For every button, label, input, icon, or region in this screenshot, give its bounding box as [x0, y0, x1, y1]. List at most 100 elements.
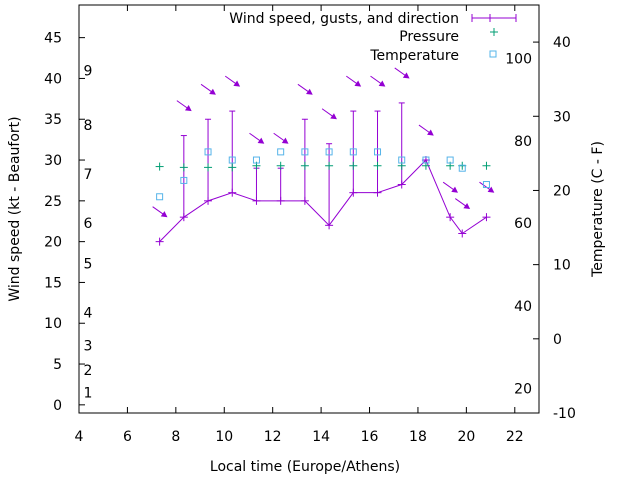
temperature-point	[156, 193, 164, 201]
x-tick-label: 16	[361, 429, 379, 445]
temperature-point	[180, 176, 188, 184]
pressure-point	[300, 161, 309, 170]
wind-speed-series	[155, 156, 491, 246]
temperature-point	[301, 148, 309, 156]
y-axis-label: Wind speed (kt - Beaufort)	[7, 116, 23, 301]
x-tick-label: 14	[312, 429, 330, 445]
pressure-point	[276, 161, 285, 170]
pressure-point	[349, 161, 358, 170]
beaufort-label: 1	[84, 386, 93, 402]
x-tick-label: 4	[75, 429, 84, 445]
arrow-head	[487, 186, 495, 193]
arrow-head	[330, 113, 337, 120]
wind-speed-point	[276, 196, 285, 205]
pressure-point	[482, 161, 491, 170]
y-tick-label: 10	[44, 316, 62, 332]
temperature-point	[277, 148, 285, 156]
y-tick-label: 30	[44, 153, 62, 169]
temperature-point	[446, 156, 454, 164]
legend-wind-sample	[471, 14, 517, 22]
y-tick-label: 5	[53, 357, 62, 373]
wind-speed-point	[373, 188, 382, 197]
y2-axis-label: Temperature (C - F)	[590, 141, 606, 278]
wind-direction-arrow	[297, 83, 313, 95]
beaufort-label: 9	[84, 63, 93, 79]
y-tick-label: 40	[44, 71, 62, 87]
wind-direction-arrow	[224, 75, 241, 87]
arrow-head	[463, 202, 471, 210]
wind-direction-arrow	[454, 198, 471, 210]
arrow-head	[233, 80, 241, 87]
wind-speed-point	[349, 188, 358, 197]
wind-direction-arrow	[370, 75, 386, 87]
x-axis: 4 6 8 10 12 14 16 18 20 22	[75, 5, 524, 445]
x-tick-label: 22	[506, 429, 524, 445]
arrow-head	[184, 105, 192, 112]
wind-direction-arrow	[321, 108, 337, 120]
temperature-point	[422, 156, 430, 164]
arrow-head	[402, 72, 410, 79]
y-axis: 0 5 10 15 20 25 30 35 40 45	[44, 31, 85, 414]
fahrenheit-label: 80	[514, 134, 532, 150]
arrow-head	[451, 186, 458, 193]
temperature-series	[156, 148, 490, 201]
pressure-point	[204, 163, 213, 172]
arrow-head	[354, 80, 362, 87]
pressure-point	[179, 163, 188, 172]
wind-speed-point	[458, 229, 467, 238]
legend: Wind speed, gusts, and direction Pressur…	[229, 11, 517, 64]
y2-tick-label: 40	[553, 35, 571, 51]
x-tick-label: 10	[215, 429, 233, 445]
legend-temperature-label: Temperature	[369, 48, 459, 64]
wind-speed-point	[252, 196, 261, 205]
wind-speed-point	[482, 213, 491, 222]
y-tick-label: 35	[44, 112, 62, 128]
temperature-point	[228, 156, 236, 164]
y2-tick-label: 0	[553, 332, 562, 348]
wind-speed-point	[179, 213, 188, 222]
y2-tick-label: 30	[553, 109, 571, 125]
gust-bars	[180, 102, 429, 226]
pressure-point	[325, 161, 334, 170]
y-tick-label: 25	[44, 194, 62, 210]
beaufort-label: 6	[84, 216, 93, 232]
arrow-head	[257, 137, 265, 144]
temperature-point	[349, 148, 357, 156]
y2-tick-label: 20	[553, 183, 571, 199]
y-tick-label: 20	[44, 235, 62, 251]
temperature-point	[482, 181, 490, 189]
wind-direction-arrow	[249, 132, 265, 144]
temperature-point	[325, 148, 333, 156]
beaufort-label: 7	[84, 167, 93, 183]
wind-direction-arrow	[273, 132, 289, 144]
legend-pressure-sample	[490, 28, 498, 36]
wind-speed-point	[228, 188, 237, 197]
wind-speed-point	[397, 180, 406, 189]
fahrenheit-label: 60	[514, 216, 532, 232]
temperature-point	[458, 164, 466, 172]
wind-speed-point	[446, 213, 455, 222]
wind-direction-arrow	[346, 75, 362, 87]
legend-pressure-label: Pressure	[399, 29, 459, 45]
fahrenheit-label: 40	[514, 299, 532, 315]
wind-direction-arrow	[152, 206, 168, 218]
wind-speed-point	[155, 237, 164, 246]
x-tick-label: 8	[171, 429, 180, 445]
arrow-head	[160, 211, 168, 218]
arrow-head	[306, 88, 313, 95]
arrow-head	[378, 80, 386, 87]
plot-frame	[78, 4, 540, 414]
y-tick-label: 0	[53, 398, 62, 414]
beaufort-label: 3	[84, 338, 93, 354]
beaufort-label: 5	[84, 257, 93, 273]
temperature-point	[204, 148, 212, 156]
arrow-head	[281, 137, 289, 144]
wind-direction-arrow	[394, 67, 410, 79]
pressure-point	[373, 161, 382, 170]
fahrenheit-scale: 20 40 60 80 100	[505, 51, 532, 397]
x-tick-label: 6	[123, 429, 132, 445]
y-tick-label: 15	[44, 275, 62, 291]
y2-tick-label: -10	[553, 406, 576, 422]
y-tick-label: 45	[44, 31, 62, 47]
